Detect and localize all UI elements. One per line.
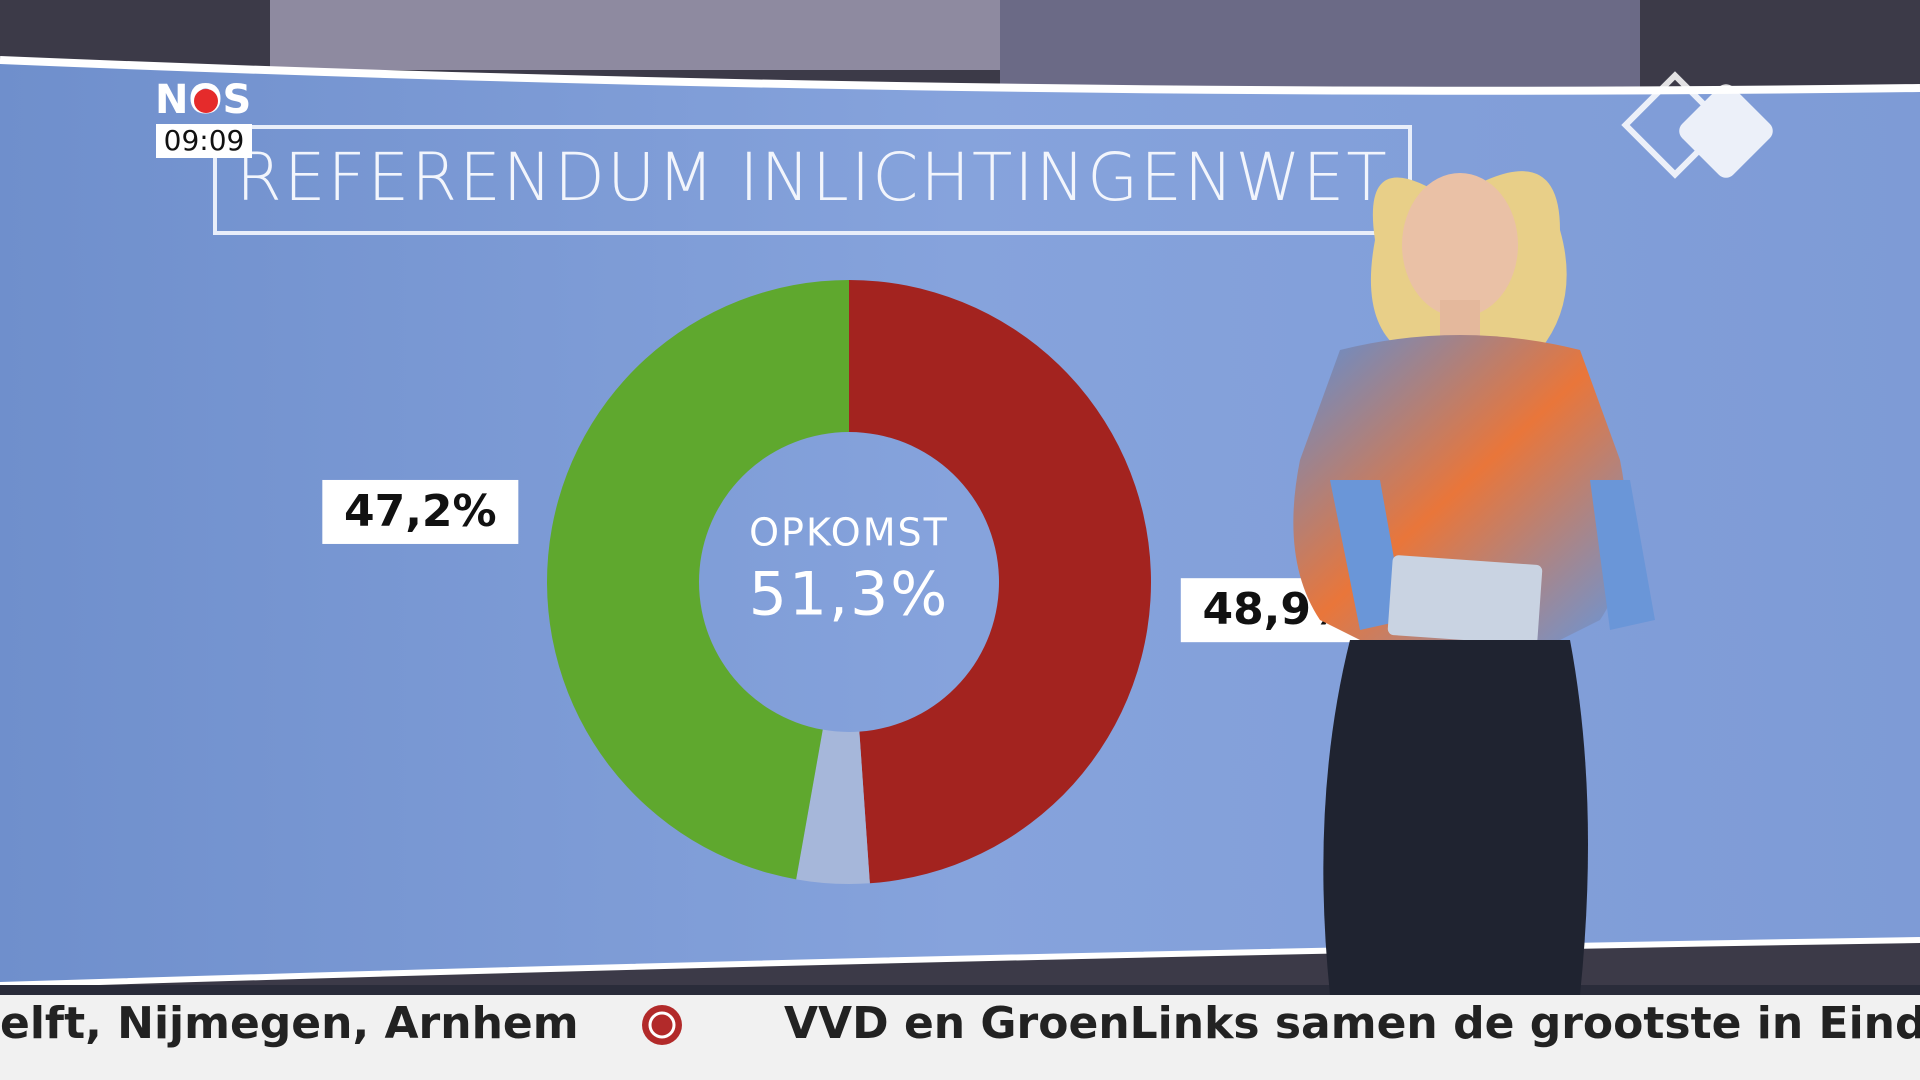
wall-edge: [0, 937, 1920, 988]
value-label: 47,2%: [344, 486, 497, 537]
donut-segment: [796, 729, 870, 884]
chart-title: REFERENDUM INLICHTINGENWET: [236, 139, 1389, 216]
presenter: [1293, 171, 1655, 995]
ticker-separator: [642, 1005, 682, 1045]
ticker-separator: [648, 1011, 676, 1039]
logo-dot: [194, 89, 218, 113]
floor-gap: [0, 985, 1920, 995]
ticker-item: VVD en GroenLinks samen de grootste in E…: [784, 998, 1920, 1049]
studio-light: [270, 0, 1000, 70]
wall-edge: [0, 56, 1920, 95]
donut-segment: [849, 280, 1151, 884]
channel-logo-npo1: [1621, 71, 1773, 179]
ticker-bar: [0, 995, 1920, 1080]
ticker-item: elft, Nijmegen, Arnhem: [0, 998, 579, 1049]
center-annotation: OPKOMST: [749, 511, 949, 555]
clock: 09:09: [164, 124, 245, 157]
time-box: [156, 124, 252, 158]
donut-segment: [547, 280, 849, 880]
center-annotation: 51,3%: [749, 560, 950, 630]
studio-light: [1000, 0, 1640, 90]
value-label-box: [322, 479, 519, 544]
